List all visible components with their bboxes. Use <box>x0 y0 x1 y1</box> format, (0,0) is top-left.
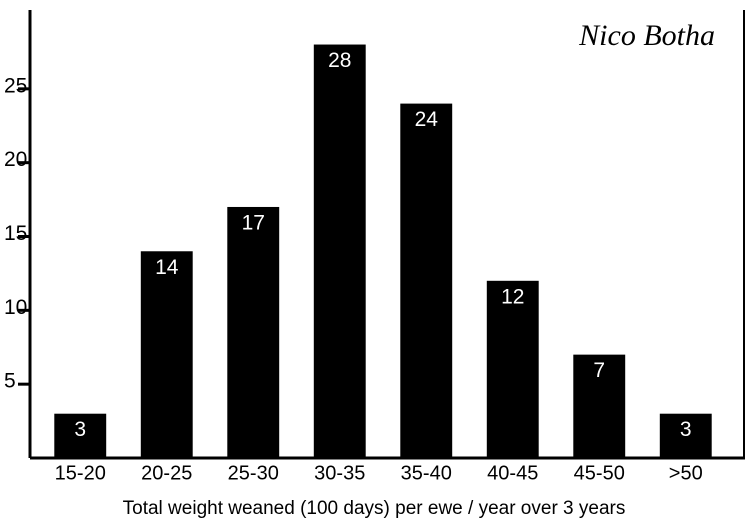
value-label: 12 <box>501 285 524 308</box>
x-tick-label: 30-35 <box>314 462 365 484</box>
value-label: 3 <box>74 418 86 441</box>
value-label: 17 <box>242 212 265 235</box>
bar <box>54 413 107 458</box>
y-tick-label: 5 <box>4 370 16 393</box>
bar <box>227 206 280 458</box>
y-tick-label: 20 <box>4 148 27 171</box>
x-axis-label: Total weight weaned (100 days) per ewe /… <box>123 498 626 519</box>
y-tick-label: 10 <box>4 296 27 319</box>
bar <box>140 251 193 458</box>
value-label: 3 <box>680 418 692 441</box>
bar <box>486 280 539 458</box>
y-tick-label: 25 <box>4 74 27 97</box>
value-label: 7 <box>593 359 605 382</box>
x-tick-label: 40-45 <box>487 462 538 484</box>
value-label: 14 <box>155 256 179 279</box>
value-label: 28 <box>328 49 351 72</box>
bar <box>400 103 453 458</box>
value-label: 24 <box>415 108 439 131</box>
y-tick-label: 15 <box>4 222 27 245</box>
x-tick-label: 35-40 <box>401 462 452 484</box>
bar <box>659 413 712 458</box>
x-tick-label: >50 <box>669 462 703 484</box>
bar <box>573 354 626 458</box>
bar <box>313 44 366 459</box>
annotation: Nico Botha <box>578 19 715 52</box>
x-tick-label: 25-30 <box>228 462 279 484</box>
x-tick-label: 45-50 <box>574 462 625 484</box>
x-tick-label: 15-20 <box>55 462 106 484</box>
x-tick-label: 20-25 <box>141 462 192 484</box>
